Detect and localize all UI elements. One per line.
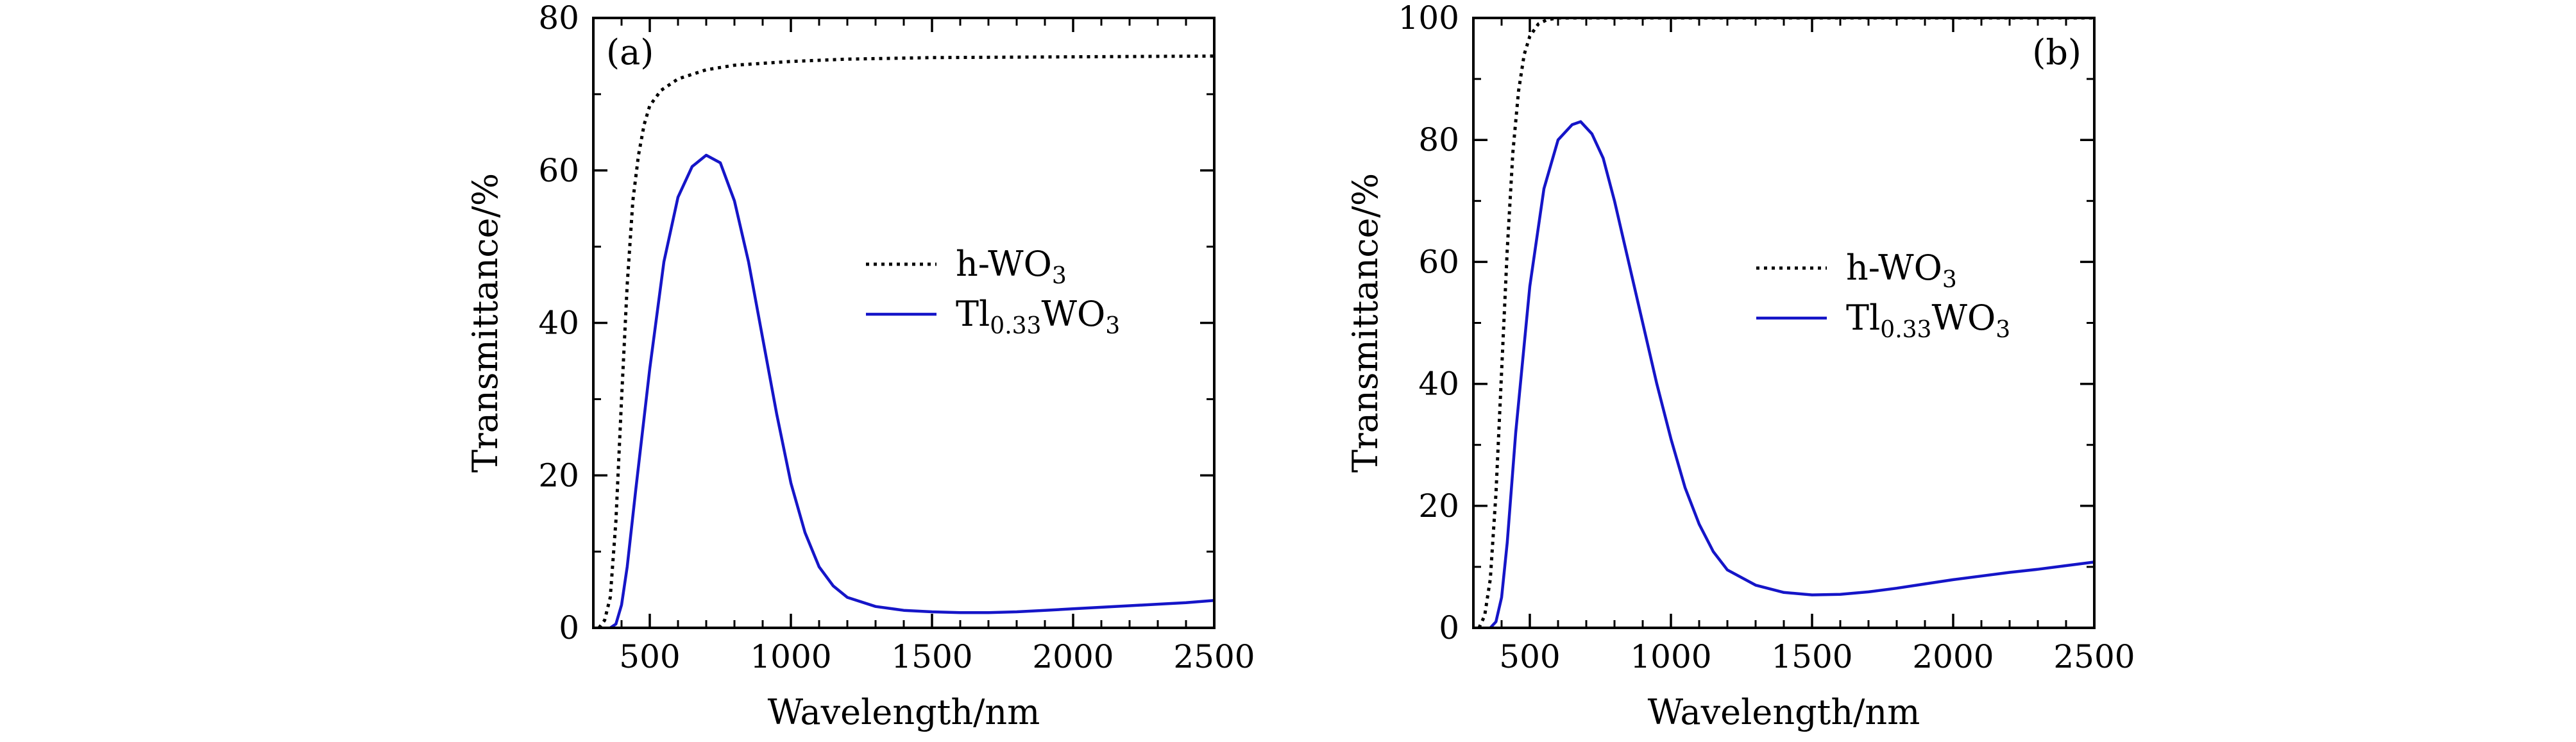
panel-a-legend-label-h-wo3: h-WO3 <box>956 244 1067 289</box>
panel-b-y-tick-label: 60 <box>1418 243 1459 280</box>
panel-b-h-wo3-series-line <box>1477 18 2094 628</box>
panel-a-y-tick-label: 0 <box>559 609 579 646</box>
panel-a-x-axis-label: Wavelength/nm <box>768 692 1040 732</box>
panel-a-x-tick-label: 2000 <box>1032 638 1114 675</box>
panel-a-x-tick-label: 1500 <box>891 638 972 675</box>
panel-a-y-tick-label: 60 <box>538 152 579 189</box>
panel-b-legend-label-h-wo3: h-WO3 <box>1846 248 1957 293</box>
panel-b-y-tick-label: 0 <box>1439 609 1459 646</box>
panel-a-x-tick-label: 500 <box>619 638 680 675</box>
panel-b-x-tick-label: 1500 <box>1771 638 1852 675</box>
panel-a-panel-label: (a) <box>606 32 654 72</box>
panel-a-plot-frame <box>592 17 1216 629</box>
panel-a-y-tick-label: 80 <box>538 0 579 37</box>
panel-b-x-tick-label: 2500 <box>2053 638 2135 675</box>
panel-a-y-axis-label: Transmittance/% <box>465 173 505 473</box>
panel-b-y-tick-label: 100 <box>1398 0 1459 37</box>
panel-b-x-tick-label: 1000 <box>1630 638 1711 675</box>
panel-b-y-tick-label: 40 <box>1418 366 1459 403</box>
panel-b-panel-label: (b) <box>2032 32 2081 72</box>
panel-a-x-tick-label: 2500 <box>1173 638 1255 675</box>
panel-a-tl-wo3-series-line <box>609 153 1214 628</box>
panel-a-legend-label-tl-wo3: Tl0.33WO3 <box>956 294 1120 339</box>
panel-a-x-tick-label: 1000 <box>750 638 831 675</box>
panel-a-y-tick-label: 40 <box>538 305 579 342</box>
panel-b-transmittance-chart: 500 1000 1500 2000 2500 0 20 40 60 80 100 Wavelengt… <box>1345 0 2135 732</box>
panel-a-y-tick-label: 20 <box>538 457 579 494</box>
panel-b-x-axis-label: Wavelength/nm <box>1648 692 1920 732</box>
panel-b-legend-label-tl-wo3: Tl0.33WO3 <box>1846 298 2010 343</box>
panel-b-x-tick-label: 500 <box>1499 638 1560 675</box>
panel-b-y-axis-label: Transmittance/% <box>1345 173 1385 473</box>
panel-b-tl-wo3-series-line <box>1489 120 2094 628</box>
panel-b-x-tick-label: 2000 <box>1912 638 1994 675</box>
panel-b-y-tick-label: 80 <box>1418 121 1459 158</box>
panel-b-y-tick-label: 20 <box>1418 487 1459 525</box>
panel-a-transmittance-chart: 500 1000 1500 2000 2500 0 20 40 60 80 Wavelength/n… <box>465 0 1255 732</box>
panel-a-h-wo3-series-line <box>597 54 1214 628</box>
